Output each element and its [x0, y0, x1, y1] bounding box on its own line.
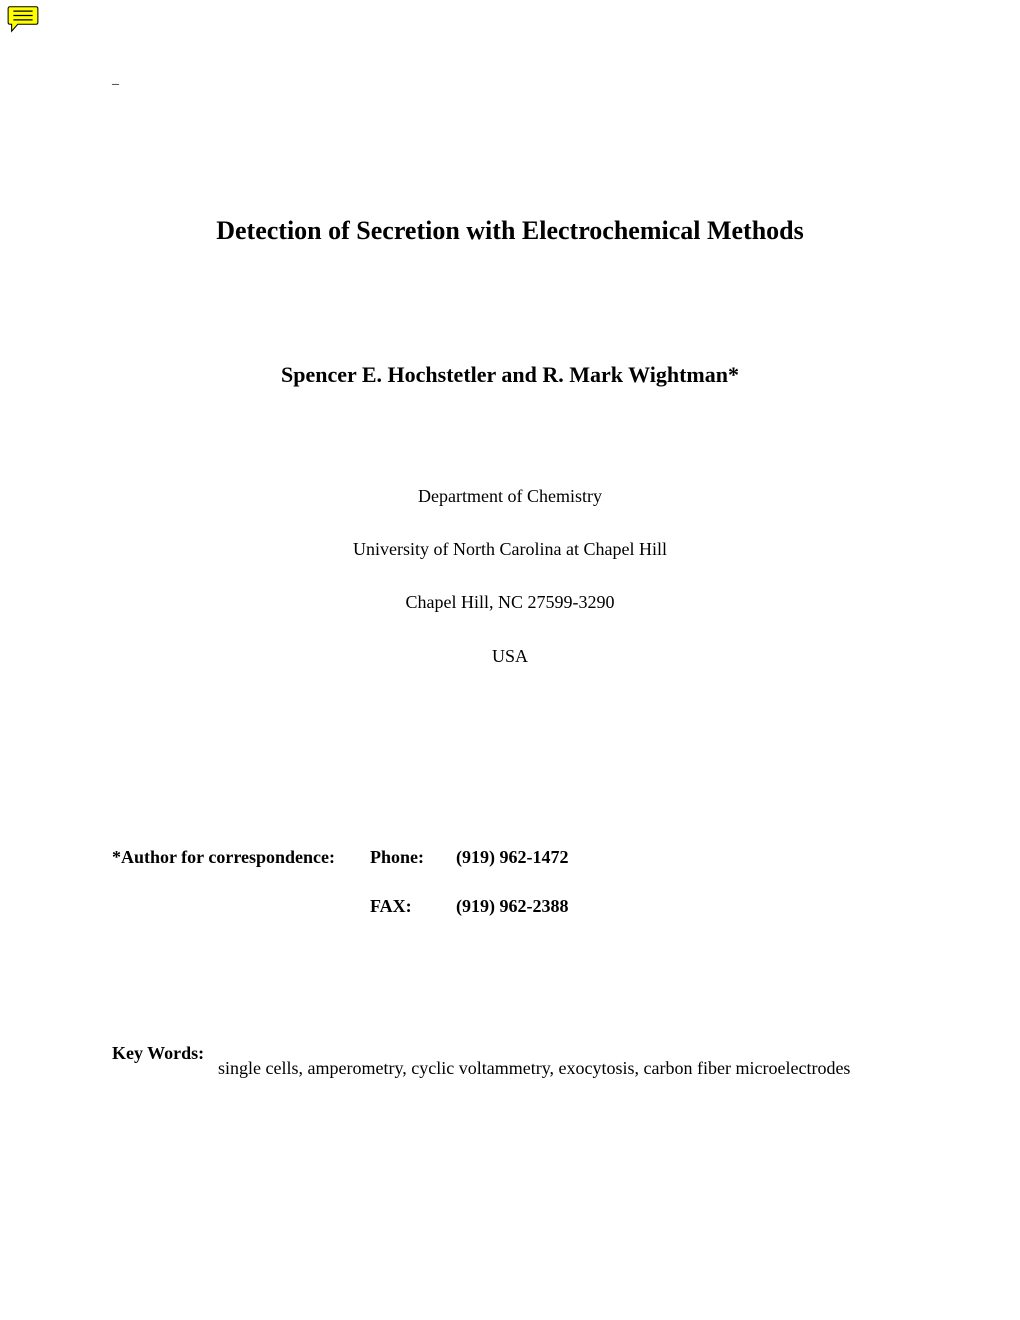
phone-label: Phone:: [370, 847, 456, 868]
correspondence-phone-row: *Author for correspondence: Phone: (919)…: [112, 847, 908, 868]
affiliation-country: USA: [112, 644, 908, 669]
fax-value: (919) 962-2388: [456, 896, 568, 917]
affiliation-block: Department of Chemistry University of No…: [112, 484, 908, 669]
affiliation-address: Chapel Hill, NC 27599-3290: [112, 590, 908, 615]
correspondence-block: *Author for correspondence: Phone: (919)…: [112, 847, 908, 917]
comment-annotation-icon[interactable]: [5, 5, 41, 33]
header-mark: _: [112, 72, 908, 88]
affiliation-department: Department of Chemistry: [112, 484, 908, 509]
document-title: Detection of Secretion with Electrochemi…: [112, 216, 908, 246]
fax-label: FAX:: [370, 896, 456, 917]
correspondence-fax-row: FAX: (919) 962-2388: [112, 896, 908, 917]
correspondence-label: *Author for correspondence:: [112, 847, 370, 868]
page-content: _ Detection of Secretion with Electroche…: [0, 0, 1020, 1093]
affiliation-university: University of North Carolina at Chapel H…: [112, 537, 908, 562]
keywords-text: single cells, amperometry, cyclic voltam…: [218, 1035, 850, 1093]
keywords-block: Key Words: single cells, amperometry, cy…: [112, 1043, 908, 1093]
phone-value: (919) 962-1472: [456, 847, 568, 868]
keywords-label: Key Words:: [112, 1043, 218, 1093]
authors: Spencer E. Hochstetler and R. Mark Wight…: [112, 362, 908, 388]
correspondence-label-spacer: [112, 896, 370, 917]
